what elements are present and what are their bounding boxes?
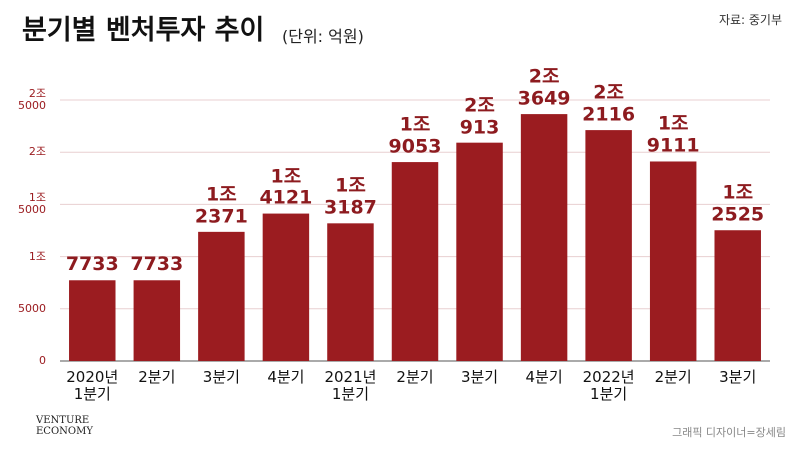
value-label: 2조 2116	[582, 81, 636, 126]
y-tick-label: 5000	[18, 301, 46, 315]
source: 자료: 중기부	[718, 13, 782, 27]
x-tick-label: 2분기	[396, 368, 434, 386]
bar	[649, 161, 697, 361]
x-tick-label: 2분기	[654, 368, 692, 386]
bar	[714, 230, 761, 361]
y-tick-label: 0	[39, 353, 46, 367]
x-tick-label: 3분기	[202, 368, 240, 386]
value-label: 1조 9111	[646, 112, 700, 157]
x-tick-label: 3분기	[460, 368, 499, 386]
x-tick-label: 4분기	[267, 368, 305, 386]
x-tick-label: 2020년 1분기	[66, 368, 119, 403]
bar	[456, 142, 503, 361]
bar	[585, 130, 632, 361]
y-tick-label: 1조	[28, 249, 46, 263]
chart-title: 분기별 벤처투자 추이	[22, 15, 265, 46]
value-label: 2조 913	[459, 93, 500, 138]
y-tick-label: 2조 5000	[18, 86, 46, 112]
subtitle: (단위: 억원)	[282, 27, 364, 46]
bar	[391, 162, 439, 361]
y-tick-label: 2조	[28, 145, 46, 159]
value-label: 1조 2371	[194, 183, 248, 227]
value-label: 7733	[65, 253, 119, 276]
value-label: 1조 2525	[711, 181, 765, 226]
bar	[69, 280, 116, 361]
bar	[327, 223, 374, 361]
x-tick-label: 2021년 1분기	[324, 368, 377, 403]
bar	[133, 280, 181, 361]
bar	[520, 114, 568, 362]
value-label: 1조 4121	[259, 164, 313, 209]
x-tick-label: 2분기	[138, 368, 176, 386]
x-tick-label: 4분기	[525, 368, 563, 386]
value-label: 7733	[130, 253, 184, 276]
y-tick-label: 1조 5000	[18, 191, 46, 217]
bar	[198, 231, 245, 361]
credit: 그래픽 디자이너=장세림	[672, 425, 786, 439]
x-tick-label: 2022년 1분기	[582, 368, 635, 403]
logo: VENTURE ECONOMY	[36, 415, 93, 437]
bar	[262, 213, 310, 361]
value-label: 2조 3649	[517, 65, 571, 110]
value-label: 1조 9053	[388, 113, 442, 158]
value-label: 1조 3187	[324, 174, 377, 219]
x-tick-label: 3분기	[719, 368, 757, 386]
